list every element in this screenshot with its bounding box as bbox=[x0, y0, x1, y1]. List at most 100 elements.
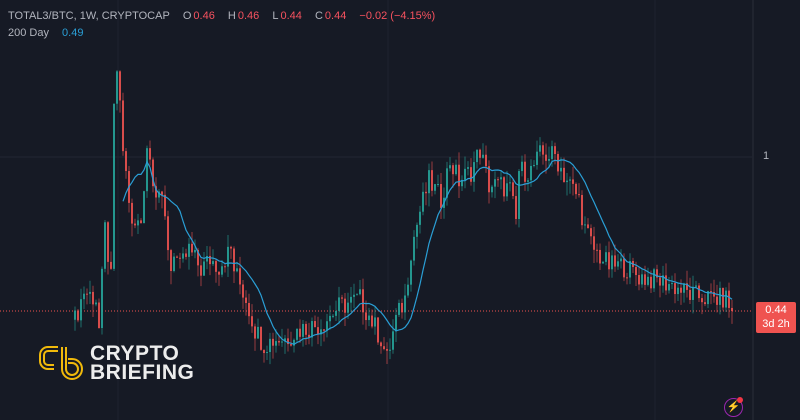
candle-body bbox=[479, 149, 481, 158]
candle-body bbox=[731, 307, 733, 312]
candle-body bbox=[185, 253, 187, 257]
candle-body bbox=[623, 258, 625, 278]
candle-body bbox=[722, 287, 724, 308]
lightning-icon[interactable]: ⚡ bbox=[724, 398, 743, 417]
candle-body bbox=[293, 339, 295, 346]
candle-body bbox=[422, 191, 424, 212]
candle-body bbox=[437, 184, 439, 186]
candle-body bbox=[374, 317, 376, 327]
candle-body bbox=[701, 298, 703, 303]
logo-mark-icon bbox=[39, 346, 83, 381]
candle-body bbox=[440, 184, 442, 208]
candle-body bbox=[509, 182, 511, 184]
candle-body bbox=[578, 194, 580, 196]
candle-body bbox=[611, 255, 613, 270]
candle-body bbox=[395, 314, 397, 332]
candle-body bbox=[308, 334, 310, 338]
candle-body bbox=[284, 338, 286, 342]
candle-body bbox=[707, 291, 709, 305]
open-value: 0.46 bbox=[193, 10, 215, 22]
candle-body bbox=[662, 275, 664, 286]
candle-body bbox=[353, 294, 355, 297]
candle-body bbox=[500, 177, 502, 180]
candle-body bbox=[497, 179, 499, 181]
candle-body bbox=[653, 269, 655, 289]
candle-body bbox=[260, 326, 262, 350]
candle-body bbox=[464, 168, 466, 180]
candle-body bbox=[536, 151, 538, 165]
candle-body bbox=[551, 146, 553, 159]
candle-body bbox=[569, 179, 571, 181]
candle-body bbox=[482, 154, 484, 158]
candle-body bbox=[410, 260, 412, 285]
ma-label[interactable]: 200 Day bbox=[8, 27, 49, 39]
symbol-label[interactable]: TOTAL3/BTC, 1W, CRYPTOCAP bbox=[8, 10, 170, 22]
candle-body bbox=[434, 184, 436, 191]
candle-body bbox=[695, 285, 697, 287]
candle-body bbox=[413, 236, 415, 261]
candle-body bbox=[467, 167, 469, 169]
candle-body bbox=[203, 261, 205, 276]
candle-body bbox=[617, 261, 619, 267]
candle-body bbox=[491, 186, 493, 193]
candle-body bbox=[548, 158, 550, 161]
ma-line bbox=[122, 159, 733, 345]
candle-body bbox=[692, 286, 694, 300]
logo-text-line1: CRYPTO bbox=[90, 342, 180, 365]
candle-body bbox=[344, 298, 346, 313]
candle-body bbox=[233, 248, 235, 272]
candle-body bbox=[599, 249, 601, 264]
candle-body bbox=[329, 315, 331, 322]
candle-body bbox=[677, 287, 679, 295]
candle-body bbox=[524, 161, 526, 182]
candle-body bbox=[590, 228, 592, 237]
low-value: 0.44 bbox=[280, 10, 302, 22]
candle-body bbox=[176, 256, 178, 258]
candle-body bbox=[215, 261, 217, 272]
candle-body bbox=[167, 216, 169, 251]
candle-body bbox=[647, 276, 649, 285]
candle-body bbox=[86, 293, 88, 295]
candle-body bbox=[584, 224, 586, 226]
candle-body bbox=[377, 317, 379, 343]
candle-body bbox=[521, 161, 523, 172]
candle-body bbox=[248, 302, 250, 317]
candle-body bbox=[554, 146, 556, 155]
candle-body bbox=[638, 275, 640, 285]
candle-body bbox=[689, 289, 691, 300]
candle-body bbox=[326, 321, 328, 331]
candle-body bbox=[533, 164, 535, 166]
candle-body bbox=[152, 159, 154, 187]
candle-body bbox=[416, 224, 418, 237]
candle-body bbox=[182, 253, 184, 259]
candle-body bbox=[704, 302, 706, 305]
bar-countdown: 3d 2h bbox=[762, 318, 790, 330]
candle-body bbox=[179, 257, 181, 259]
candle-body bbox=[575, 183, 577, 195]
candle-body bbox=[227, 246, 229, 267]
candle-body bbox=[566, 180, 568, 183]
candle-body bbox=[629, 260, 631, 278]
candle-body bbox=[668, 284, 670, 291]
candle-body bbox=[431, 170, 433, 191]
candle-body bbox=[350, 296, 352, 303]
candle-body bbox=[302, 323, 304, 337]
candle-body bbox=[323, 329, 325, 331]
candle-body bbox=[140, 220, 142, 224]
candle-body bbox=[386, 349, 388, 351]
close-label: C bbox=[314, 10, 323, 22]
candle-body bbox=[107, 222, 109, 262]
candle-body bbox=[269, 338, 271, 353]
candle-body bbox=[311, 321, 313, 338]
candle-body bbox=[137, 220, 139, 226]
candle-body bbox=[359, 289, 361, 295]
candle-body bbox=[80, 299, 82, 321]
candle-body bbox=[659, 277, 661, 286]
candle-body bbox=[557, 154, 559, 172]
candle-body bbox=[518, 171, 520, 219]
candle-body bbox=[686, 283, 688, 290]
candle-body bbox=[230, 246, 232, 249]
candle-body bbox=[380, 342, 382, 347]
candle-body bbox=[320, 329, 322, 335]
